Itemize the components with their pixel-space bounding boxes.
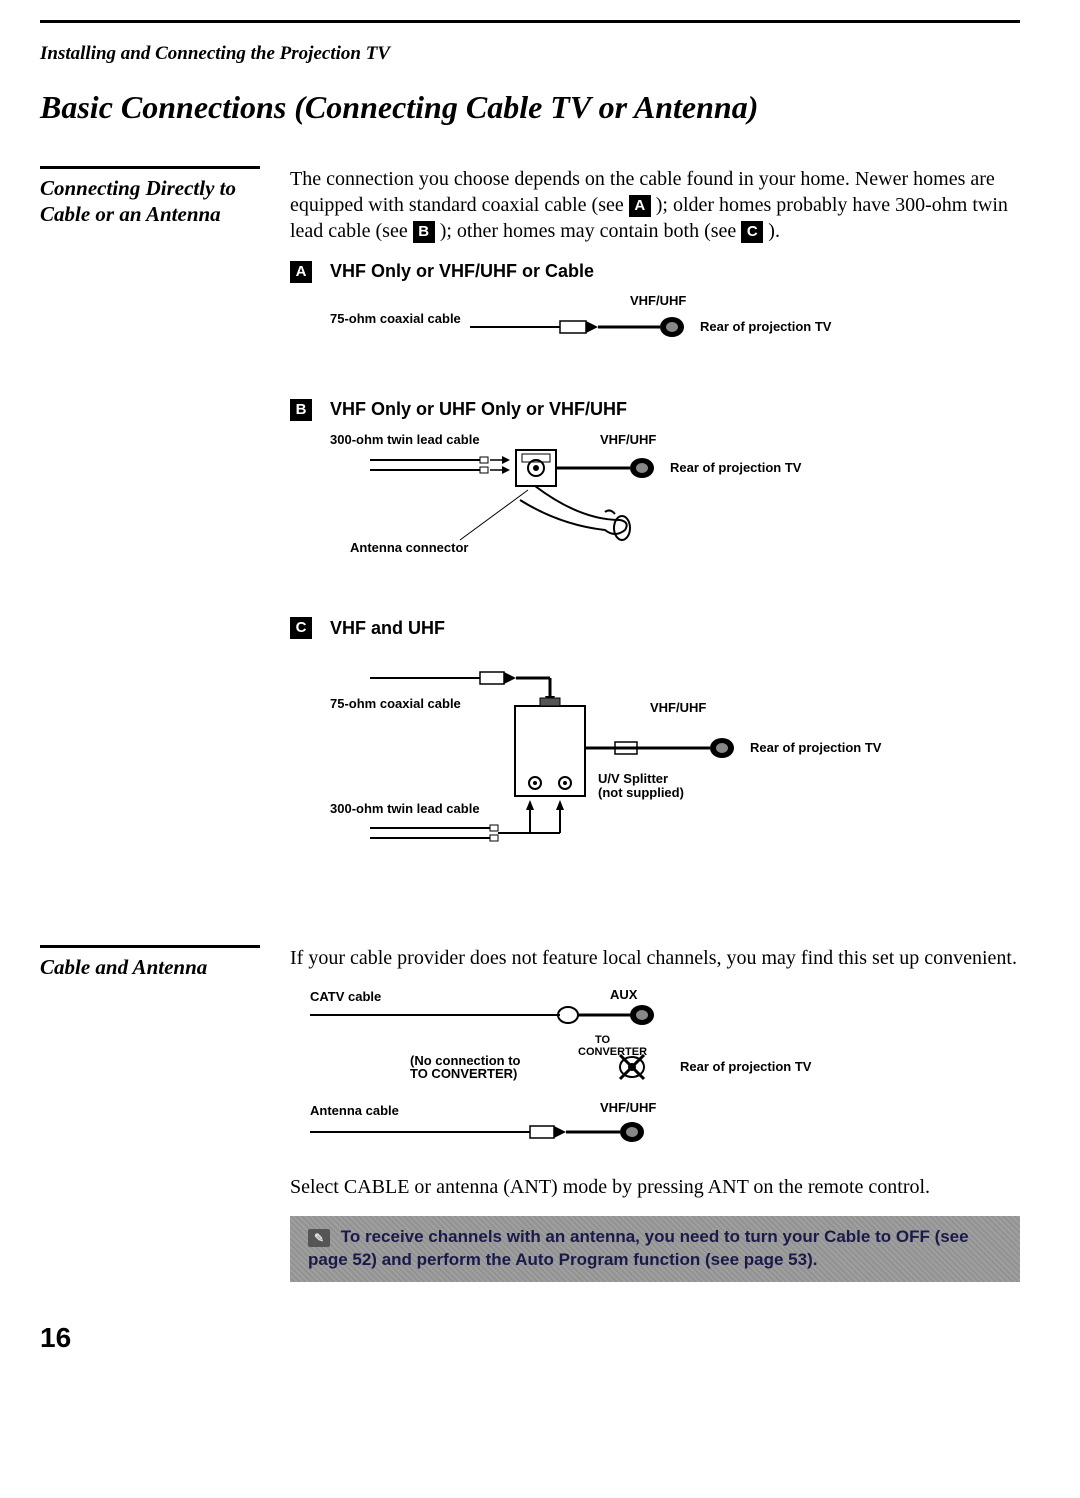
label-rear: Rear of projection TV	[680, 1059, 812, 1074]
diagram-cable-antenna-svg: CATV cable AUX TO CONVERTER (No connecti…	[310, 987, 970, 1167]
label-to: TO	[595, 1034, 611, 1046]
page-title: Basic Connections (Connecting Cable TV o…	[40, 89, 1020, 126]
label-connector: Antenna connector	[350, 540, 468, 555]
note-box: ✎ To receive channels with an antenna, y…	[290, 1216, 1020, 1282]
label-catv: CATV cable	[310, 989, 381, 1004]
note-text: To receive channels with an antenna, you…	[308, 1227, 969, 1269]
section2-intro: If your cable provider does not feature …	[290, 945, 1020, 971]
section-heading: Cable and Antenna	[40, 954, 260, 980]
heading-rule	[40, 166, 260, 169]
section-connecting-directly: Connecting Directly to Cable or an Anten…	[40, 166, 1020, 905]
diagram-b: B VHF Only or UHF Only or VHF/UHF 300-oh…	[290, 398, 1020, 586]
label-rear: Rear of projection TV	[670, 460, 802, 475]
label-noconn: (No connection to TO CONVERTER)	[410, 1053, 524, 1081]
label-splitter: U/V Splitter (not supplied)	[598, 771, 684, 800]
diagram-letter-a: A	[290, 261, 312, 283]
label-twin: 300-ohm twin lead cable	[330, 801, 480, 816]
diagram-title-a: VHF Only or VHF/UHF or Cable	[330, 260, 594, 283]
diagram-title-c: VHF and UHF	[330, 617, 445, 640]
label-vhfuhf: VHF/UHF	[630, 293, 686, 308]
diagram-c: C VHF and UHF 75-ohm coaxial cable	[290, 617, 1020, 875]
label-rear: Rear of projection TV	[750, 740, 882, 755]
diagram-title-b: VHF Only or UHF Only or VHF/UHF	[330, 398, 627, 421]
diagram-a: A VHF Only or VHF/UHF or Cable VHF/UHF 7…	[290, 260, 1020, 368]
label-aux: AUX	[610, 987, 638, 1002]
label-converter: CONVERTER	[578, 1046, 647, 1058]
label-coax: 75-ohm coaxial cable	[330, 311, 461, 326]
page-number: 16	[40, 1322, 1020, 1354]
intro-text: ).	[768, 220, 780, 242]
section-cable-and-antenna: Cable and Antenna If your cable provider…	[40, 945, 1020, 1282]
ref-box-c: C	[741, 221, 763, 243]
breadcrumb: Installing and Connecting the Projection…	[40, 43, 1020, 65]
label-vhfuhf: VHF/UHF	[600, 432, 656, 447]
diagram-a-svg: VHF/UHF 75-ohm coaxial cable Rear of pro…	[330, 291, 890, 361]
diagram-letter-c: C	[290, 617, 312, 639]
label-twin: 300-ohm twin lead cable	[330, 432, 480, 447]
label-rear: Rear of projection TV	[700, 319, 832, 334]
section-heading: Connecting Directly to Cable or an Anten…	[40, 175, 260, 228]
intro-text: ); other homes may contain both (see	[440, 220, 742, 242]
heading-rule	[40, 945, 260, 948]
label-antenna: Antenna cable	[310, 1103, 399, 1118]
section2-footer: Select CABLE or antenna (ANT) mode by pr…	[290, 1174, 1020, 1200]
diagram-c-svg: 75-ohm coaxial cable VHF/UHF Rear of pro…	[330, 648, 970, 868]
label-coax: 75-ohm coaxial cable	[330, 696, 461, 711]
top-rule	[40, 20, 1020, 23]
intro-paragraph: The connection you choose depends on the…	[290, 166, 1020, 244]
label-vhfuhf: VHF/UHF	[650, 700, 706, 715]
diagram-letter-b: B	[290, 399, 312, 421]
note-icon: ✎	[308, 1229, 330, 1247]
ref-box-b: B	[413, 221, 435, 243]
ref-box-a: A	[629, 195, 651, 217]
label-vhfuhf: VHF/UHF	[600, 1100, 656, 1115]
diagram-b-svg: 300-ohm twin lead cable VHF/UHF	[330, 430, 930, 580]
